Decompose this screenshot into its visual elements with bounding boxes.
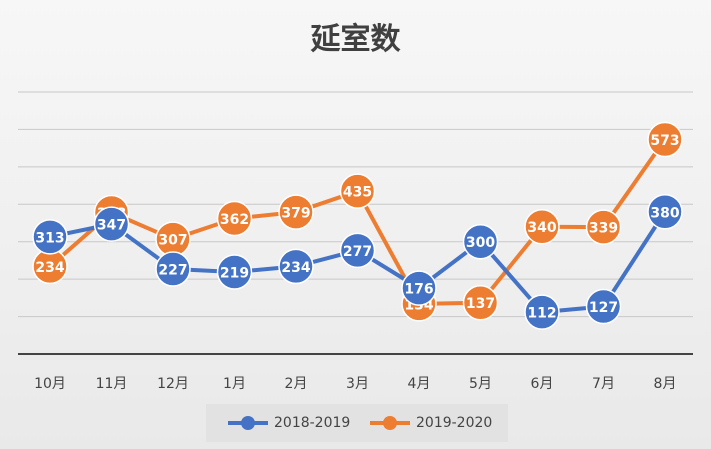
data-label: 137 [466,296,495,312]
data-label: 307 [158,233,187,249]
data-label: 234 [35,260,64,276]
data-label: 277 [343,244,372,260]
x-tick-label: 5月 [469,376,492,392]
data-label: 227 [158,263,187,279]
legend-item-series-2[interactable]: 2019-2020 [370,404,492,442]
data-point [462,223,499,260]
data-label: 339 [589,221,618,237]
chart-title: 延室数 [310,22,401,57]
data-point [32,219,68,255]
legend-item-series-1[interactable]: 2018-2019 [228,404,350,442]
x-tick-label: 8月 [654,376,677,392]
x-tick-label: 6月 [531,376,554,392]
data-point [155,251,191,287]
data-point [462,284,499,321]
legend-label-series-2: 2019-2020 [416,415,493,431]
data-label: 347 [97,218,126,234]
data-point [585,209,622,245]
x-tick-label: 11月 [96,376,128,392]
data-point [93,206,130,242]
x-axis-ticks: 10月 11月 12月 1月 2月 3月 4月 5月 6月 7月 8月 [34,376,676,392]
data-point [339,173,376,209]
data-point [278,194,314,230]
data-label: 573 [650,133,679,149]
data-label: 234 [281,260,310,276]
data-label: 300 [466,235,495,251]
data-label: 362 [220,212,249,228]
data-label: 380 [650,205,679,221]
data-point [339,232,376,269]
x-tick-label: 12月 [157,376,189,392]
data-label: 176 [404,282,433,298]
data-point [524,208,560,245]
x-tick-label: 3月 [346,376,369,392]
series-markers: 2343783073623794351341373403395733133472… [32,121,683,330]
data-point [401,270,437,306]
x-tick-label: 7月 [592,376,615,392]
data-label: 219 [220,266,249,282]
x-tick-label: 4月 [408,376,431,392]
series-lines [48,138,667,315]
data-point [647,121,683,158]
data-label: 127 [589,300,618,316]
x-tick-label: 10月 [34,376,66,392]
x-tick-label: 2月 [285,376,308,392]
data-label: 313 [35,230,64,246]
data-point [278,248,314,285]
data-point [585,288,622,325]
data-label: 379 [281,206,310,222]
data-label: 112 [527,306,556,322]
data-point [647,194,683,230]
legend-label-series-1: 2018-2019 [274,415,351,431]
legend-swatch-series-1 [228,416,268,430]
data-point [216,254,253,290]
data-point [524,294,560,330]
data-point [216,200,253,237]
data-label: 435 [343,185,372,201]
legend-swatch-series-2 [370,416,410,430]
x-tick-label: 1月 [223,376,246,392]
data-label: 340 [527,220,556,236]
legend: 2018-2019 2019-2020 [206,404,508,442]
